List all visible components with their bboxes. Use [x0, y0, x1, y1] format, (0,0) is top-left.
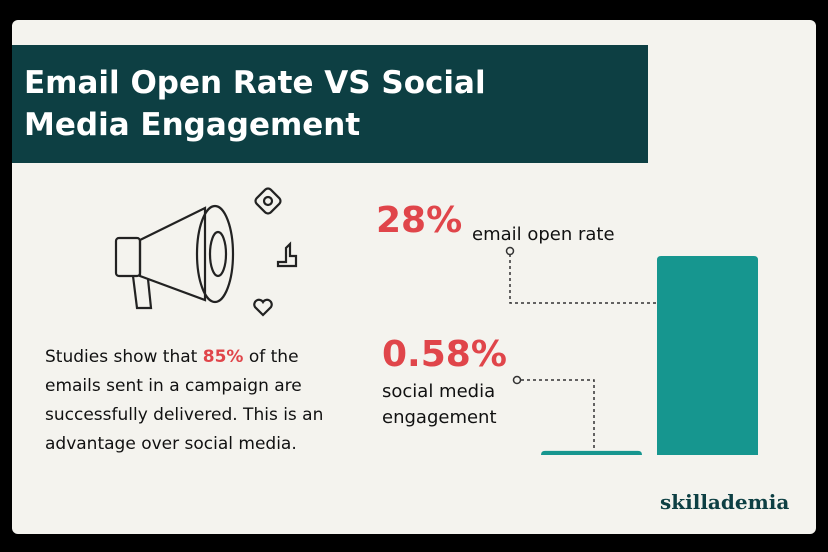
connector-dot — [505, 246, 515, 256]
title-band — [12, 45, 648, 163]
connector-dot — [512, 375, 522, 385]
category-label: social media engagement — [382, 381, 497, 428]
text: of the emails sent in a campaign are suc… — [45, 347, 324, 454]
megaphone-icon — [114, 187, 298, 317]
bar — [541, 450, 642, 455]
bar — [657, 256, 758, 455]
value-label: 28% — [376, 200, 463, 241]
highlight: 85% — [202, 347, 244, 367]
connector — [509, 254, 657, 450]
value-label: 0.58% — [382, 334, 507, 375]
text: Studies show that — [45, 347, 203, 367]
body-text: Studies show that 85% of the emails sent… — [45, 343, 355, 459]
logo: skillademia — [660, 490, 790, 514]
category-label: email open rate — [472, 224, 615, 245]
chart-title: Email Open Rate VS Social Media Engageme… — [24, 65, 486, 143]
